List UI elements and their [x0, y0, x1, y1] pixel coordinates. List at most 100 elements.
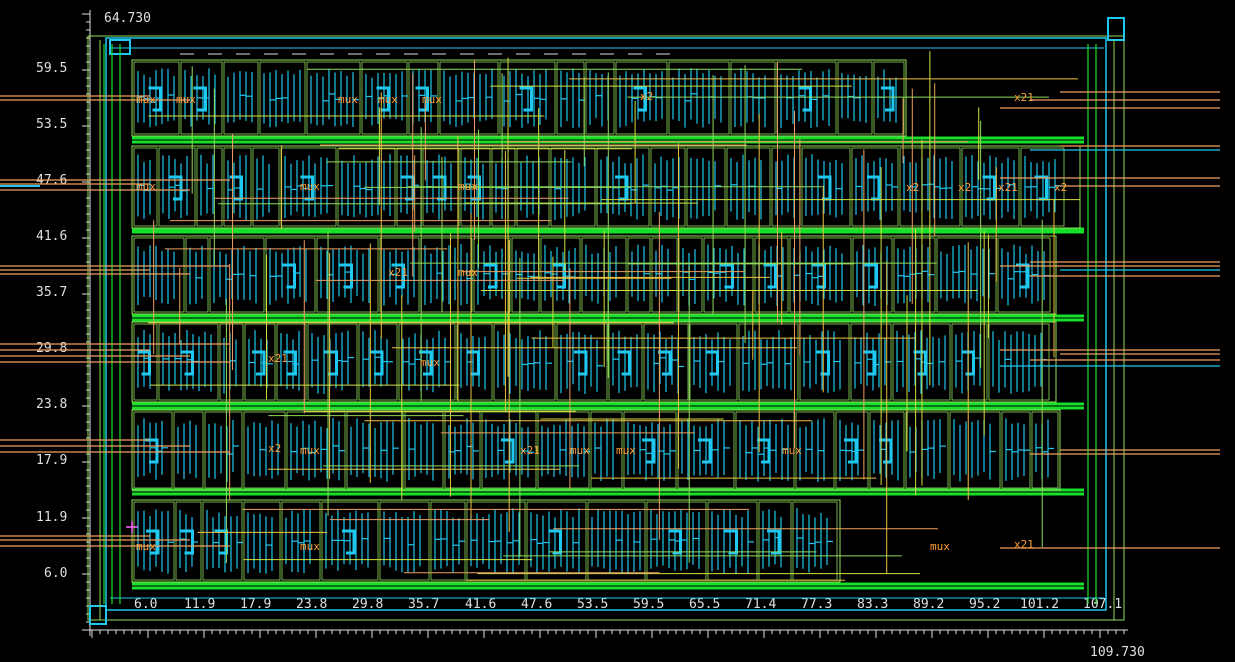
y-tick-label: 53.5: [36, 117, 67, 132]
standard-cell: [280, 147, 337, 227]
metal1-pin-shape: [961, 350, 975, 376]
standard-cell: [556, 323, 608, 401]
standard-cell: [133, 61, 180, 135]
standard-cell: [223, 61, 259, 135]
standard-cell: [244, 323, 276, 401]
metal1-pin-shape: [720, 263, 734, 289]
standard-cell: [590, 411, 623, 489]
x-tick-label: 35.7: [408, 597, 439, 612]
metal1-pin-shape: [617, 350, 631, 376]
standard-cell: [789, 237, 852, 313]
metal1-pin-shape: [137, 350, 151, 376]
standard-cell: [173, 411, 204, 489]
standard-cell: [180, 61, 223, 135]
standard-cell: [204, 411, 243, 489]
x-tick-label: 6.0: [134, 597, 157, 612]
metal1-pin-shape: [466, 350, 480, 376]
standard-cell: [627, 237, 651, 313]
metal1-pin-shape: [145, 438, 159, 464]
metal1-pin-shape: [757, 438, 771, 464]
cell-instance-label: mux: [136, 540, 156, 553]
metal1-pin-shape: [324, 350, 338, 376]
standard-cell: [196, 147, 223, 227]
standard-cell: [306, 61, 361, 135]
standard-cell: [379, 501, 430, 581]
metal1-pin-shape: [370, 350, 384, 376]
cell-instance-label: mux: [300, 540, 320, 553]
standard-cell: [439, 61, 499, 135]
x-tick-label: 11.9: [184, 597, 215, 612]
die-boundary: [87, 17, 1125, 625]
standard-cell: [905, 411, 949, 489]
metal1-pin-shape: [863, 350, 877, 376]
standard-cell: [961, 147, 1020, 227]
standard-cell: [307, 323, 358, 401]
standard-cell: [615, 61, 668, 135]
y-axis-labels: 59.5 53.5 47.6 41.6 35.7 29.8 23.8 17.9 …: [36, 61, 67, 581]
standard-cell: [133, 411, 173, 489]
metal1-pin-shape: [252, 350, 266, 376]
x-tick-label: 83.3: [857, 597, 888, 612]
x-tick-label: 47.6: [521, 597, 552, 612]
standard-cell: [643, 323, 689, 401]
standard-cell: [133, 147, 158, 227]
metal1-pin-shape: [229, 175, 243, 201]
standard-cell: [623, 411, 677, 489]
metal1-pin-shape: [193, 86, 207, 112]
standard-cell: [444, 411, 481, 489]
x-tick-label: 17.9: [240, 597, 271, 612]
metal1-pin-shape: [339, 263, 353, 289]
metal1-pin-shape: [342, 529, 356, 555]
cell-instance-label: mux: [378, 93, 398, 106]
standard-cell: [133, 501, 175, 581]
metal1-pin-shape: [724, 529, 738, 555]
standard-cell: [259, 61, 306, 135]
standard-cell: [252, 147, 280, 227]
y-tick-label: 41.6: [36, 229, 67, 244]
y-tick-label: 17.9: [36, 453, 67, 468]
standard-cell: [158, 147, 196, 227]
metal1-pin-shape: [574, 350, 588, 376]
cell-labels: mux mux mux mux mux x2 x21 mux mux mux x2 x2 x21 x2 x2…: [136, 90, 1067, 553]
x-axis-labels: 6.0 11.9 17.9 23.8 29.8 35.7 41.6 47.6 5…: [134, 597, 1122, 612]
standard-cell: [456, 323, 493, 401]
y-tick-label: 23.8: [36, 397, 67, 412]
x-tick-label: 95.2: [969, 597, 1000, 612]
cell-instance-label: x21: [1014, 538, 1034, 551]
metal1-pin-shape: [391, 263, 405, 289]
x-tick-label: 23.8: [296, 597, 327, 612]
metal1-pin-shape: [180, 350, 194, 376]
metal1-pin-shape: [881, 86, 895, 112]
metal1-pin-shape: [816, 350, 830, 376]
standard-cell: [730, 61, 776, 135]
standard-cell: [1031, 411, 1059, 489]
standard-cell: [321, 501, 379, 581]
cell-instance-label: mux: [782, 444, 802, 457]
standard-cell: [837, 61, 873, 135]
cell-instance-label: x21: [520, 444, 540, 457]
cell-instance-label: mux: [136, 93, 156, 106]
metal1-pin-shape: [763, 263, 777, 289]
metal1-pin-shape: [376, 86, 390, 112]
metal1-pin-shape: [180, 529, 194, 555]
metal1-pin-shape: [169, 175, 183, 201]
metal1-pin-shape: [300, 175, 314, 201]
standard-cell: [499, 61, 556, 135]
metal1-pin-shape: [864, 263, 878, 289]
cell-instance-label: x2: [906, 181, 919, 194]
standard-cell: [358, 323, 398, 401]
standard-cell: [404, 411, 444, 489]
metal1-pin-shape: [552, 263, 566, 289]
cell-instance-label: x2: [640, 90, 653, 103]
metal1-pin-shape: [812, 263, 826, 289]
standard-cell: [738, 323, 799, 401]
standard-cell: [316, 237, 379, 313]
metal1-pin-shape: [658, 350, 672, 376]
cell-instance-label: x21: [388, 266, 408, 279]
standard-cell: [678, 237, 703, 313]
standard-cell: [133, 237, 185, 313]
standard-cell: [408, 61, 439, 135]
metal1-pin-shape: [867, 175, 881, 201]
metal1-pin-shape: [282, 263, 296, 289]
